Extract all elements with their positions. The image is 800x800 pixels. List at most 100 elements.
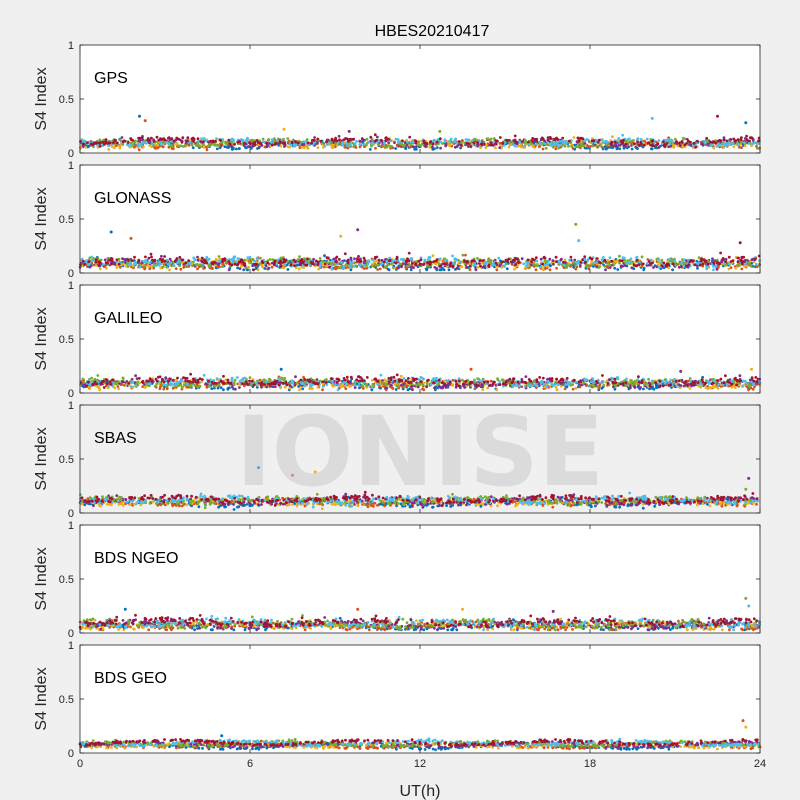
data-point <box>202 145 206 149</box>
data-point <box>157 263 161 267</box>
data-point <box>390 145 393 148</box>
data-point <box>384 387 387 390</box>
data-point <box>367 260 371 264</box>
data-point <box>311 138 314 142</box>
data-point <box>600 386 604 390</box>
data-point <box>316 263 320 266</box>
data-point <box>439 146 442 150</box>
data-point <box>630 381 633 384</box>
data-point <box>227 268 231 272</box>
data-point-spike <box>356 228 360 232</box>
data-point <box>107 144 111 148</box>
data-point <box>582 144 585 148</box>
data-point <box>711 385 715 389</box>
data-point <box>323 254 326 258</box>
data-point <box>170 147 174 150</box>
data-point <box>518 140 522 144</box>
data-point <box>281 142 285 145</box>
data-point <box>700 259 703 263</box>
data-point <box>612 263 616 267</box>
data-point <box>716 387 720 390</box>
data-point <box>480 383 484 386</box>
data-point <box>705 267 709 271</box>
data-point <box>400 265 403 269</box>
data-point <box>310 141 313 145</box>
data-point <box>334 267 338 271</box>
data-point <box>88 265 92 269</box>
data-point <box>413 147 417 151</box>
data-point <box>148 144 151 147</box>
data-point <box>577 139 581 143</box>
data-point <box>341 141 345 145</box>
data-point <box>79 140 82 143</box>
data-point <box>708 386 712 389</box>
data-point <box>238 140 241 143</box>
data-point <box>106 261 109 265</box>
data-point <box>725 143 729 147</box>
data-point <box>727 267 731 271</box>
data-point <box>749 264 753 268</box>
data-point <box>128 261 132 265</box>
data-point <box>531 257 534 261</box>
data-point <box>500 260 504 264</box>
data-point <box>191 264 194 268</box>
data-point <box>180 140 184 144</box>
data-point <box>712 146 716 150</box>
data-point <box>235 263 239 266</box>
data-point <box>671 262 675 266</box>
data-point <box>126 141 130 144</box>
data-point <box>439 140 443 144</box>
data-point <box>444 386 448 389</box>
data-point <box>173 259 177 263</box>
data-point <box>279 264 283 267</box>
data-point <box>620 259 624 263</box>
data-point <box>264 264 268 268</box>
data-point <box>84 145 88 149</box>
data-point <box>302 146 306 150</box>
data-point <box>263 267 267 270</box>
data-point <box>749 384 752 387</box>
data-point <box>97 264 101 267</box>
data-point <box>569 265 572 268</box>
data-point <box>411 388 414 391</box>
data-point <box>590 257 594 261</box>
data-point <box>334 142 337 146</box>
data-point <box>514 263 517 266</box>
data-point <box>270 265 274 269</box>
data-point <box>261 261 265 264</box>
data-point <box>449 137 453 141</box>
data-point <box>544 146 548 150</box>
data-point <box>687 263 691 267</box>
data-point <box>134 374 138 378</box>
data-point <box>613 387 617 391</box>
data-point <box>470 259 474 263</box>
data-point <box>496 139 499 143</box>
data-point <box>187 143 191 147</box>
data-point <box>169 261 173 264</box>
data-point <box>306 257 309 261</box>
data-point <box>660 264 664 268</box>
data-point <box>616 381 620 385</box>
data-point <box>571 387 575 391</box>
data-point <box>403 385 407 389</box>
data-point <box>548 268 552 272</box>
data-point <box>319 263 323 266</box>
data-point <box>576 136 580 140</box>
data-point <box>562 263 566 267</box>
data-point <box>328 265 331 269</box>
data-point <box>301 261 305 265</box>
data-point <box>637 143 641 147</box>
data-point <box>429 140 433 143</box>
data-point <box>316 386 320 389</box>
data-point <box>627 382 630 386</box>
data-point <box>736 138 740 142</box>
data-point <box>478 259 482 262</box>
data-point <box>680 261 683 265</box>
data-point <box>730 385 734 389</box>
data-point <box>621 256 625 260</box>
data-point <box>348 265 352 268</box>
data-point <box>468 268 472 272</box>
data-point <box>270 138 274 142</box>
data-point <box>436 138 440 141</box>
data-point <box>358 139 362 143</box>
